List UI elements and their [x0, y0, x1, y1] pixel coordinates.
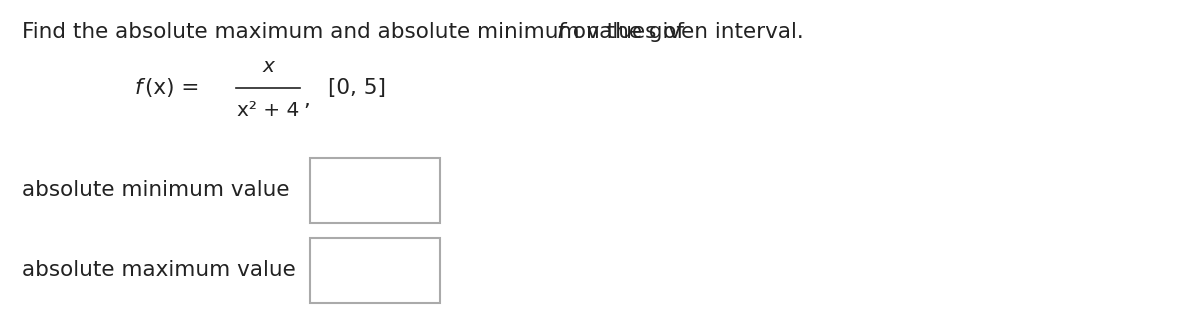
Text: ,: ,: [302, 90, 310, 110]
Text: f: f: [557, 22, 565, 42]
Text: [0, 5]: [0, 5]: [328, 78, 386, 98]
Text: absolute maximum value: absolute maximum value: [22, 260, 295, 280]
Text: Find the absolute maximum and absolute minimum values of: Find the absolute maximum and absolute m…: [22, 22, 691, 42]
Text: x² + 4: x² + 4: [236, 101, 299, 120]
Text: (x) =: (x) =: [145, 78, 199, 98]
Text: on the given interval.: on the given interval.: [566, 22, 804, 42]
Text: absolute minimum value: absolute minimum value: [22, 180, 289, 200]
Bar: [310, 238, 440, 303]
Text: x: x: [262, 56, 274, 75]
Bar: [310, 158, 440, 223]
Text: f: f: [134, 78, 143, 98]
